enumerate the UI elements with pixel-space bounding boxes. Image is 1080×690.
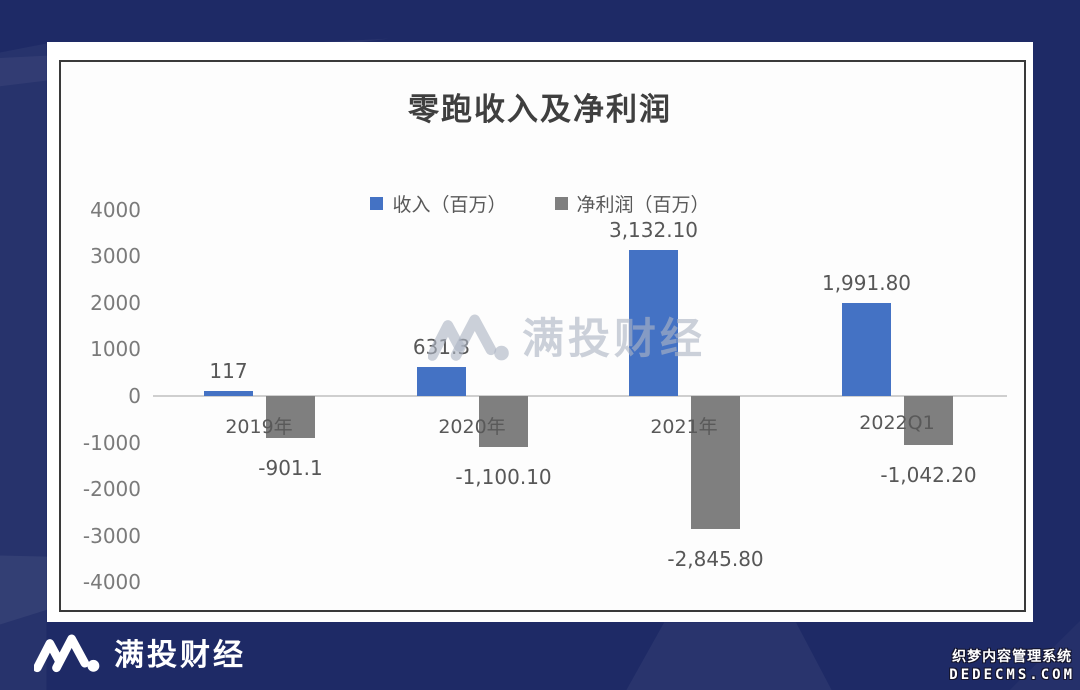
chart-title: 零跑收入及净利润 <box>408 92 672 128</box>
chart-card: 零跑收入及净利润 收入（百万） 净利润（百万） 4000 3000 2000 1000 0… <box>47 42 1033 622</box>
chart-plot-area: 4000 3000 2000 1000 0 -1000 -2000 -3000 -4000 201… <box>47 42 1033 622</box>
cms-watermark-line2: DEDECMS.COM <box>949 666 1075 683</box>
y-axis-tick-label: 2000 <box>90 290 141 315</box>
x-axis-category-label: 2020年 <box>438 416 506 438</box>
revenue-data-label: 3,132.10 <box>608 218 699 243</box>
net-profit-data-label: -1,042.20 <box>880 462 977 487</box>
cms-watermark: 织梦内容管理系统 DEDECMS.COM <box>949 649 1075 684</box>
revenue-data-label: 1,991.80 <box>821 271 912 296</box>
revenue-data-label: 117 <box>209 358 248 383</box>
y-axis-tick-label: -4000 <box>82 570 141 595</box>
legend-swatch-icon <box>370 197 384 210</box>
x-axis-category-label: 2021年 <box>650 416 718 438</box>
y-axis-tick-label: -1000 <box>82 430 141 455</box>
net-profit-data-label: -1,100.10 <box>455 465 552 490</box>
y-axis-tick-label: 3000 <box>90 244 141 269</box>
footer-brand: 满投财经 <box>34 630 246 674</box>
legend-item: 收入（百万） <box>370 190 507 217</box>
y-axis-tick-label: 1000 <box>90 337 141 362</box>
legend-swatch-icon <box>554 197 568 210</box>
revenue-bar <box>842 303 891 396</box>
cms-watermark-line1: 织梦内容管理系统 <box>952 649 1073 665</box>
y-axis-tick-label: 4000 <box>90 197 141 222</box>
net-profit-data-label: -901.1 <box>258 455 323 480</box>
revenue-data-label: 631.3 <box>412 334 471 359</box>
legend-label: 净利润（百万） <box>576 194 710 216</box>
y-axis-tick-label: -2000 <box>82 477 141 502</box>
footer-brand-text: 满投财经 <box>114 638 246 673</box>
chart-legend: 收入（百万） 净利润（百万） <box>47 190 1033 217</box>
y-axis-tick-label: -3000 <box>82 523 141 548</box>
x-axis-category-label: 2022Q1 <box>859 412 935 434</box>
revenue-bar <box>204 390 253 396</box>
legend-item: 净利润（百万） <box>554 190 710 217</box>
revenue-bar <box>629 250 678 396</box>
brand-logo-icon <box>34 634 100 673</box>
x-axis-category-label: 2019年 <box>225 416 293 438</box>
y-axis-tick-label: 0 <box>128 384 141 408</box>
revenue-bar <box>417 366 466 396</box>
net-profit-data-label: -2,845.80 <box>667 546 764 571</box>
legend-label: 收入（百万） <box>392 194 507 216</box>
